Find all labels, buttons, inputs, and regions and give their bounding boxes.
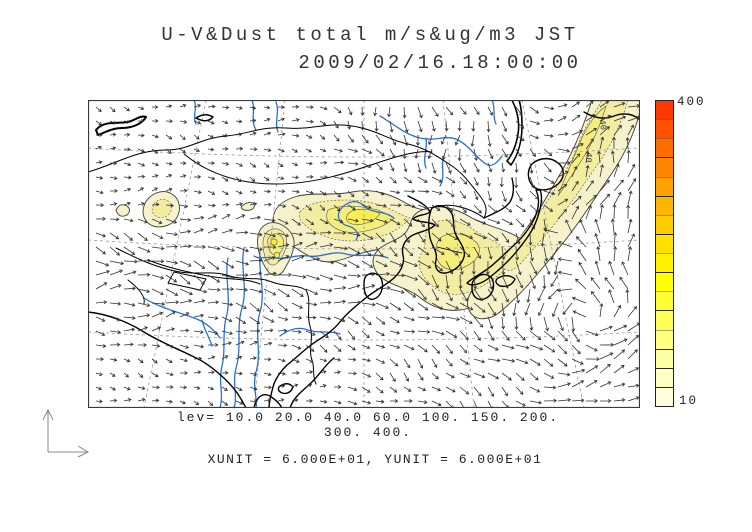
contour-levels-line2: 300. 400. bbox=[323, 425, 413, 440]
wind-vectors bbox=[95, 100, 640, 408]
y-axis-arrow-icon bbox=[42, 408, 54, 452]
wind-arrow-field bbox=[95, 100, 640, 408]
colorbar-max-label: 400 bbox=[677, 95, 706, 109]
colorbar-segment bbox=[656, 233, 673, 253]
colorbar-min-label: 10 bbox=[679, 394, 699, 408]
colorbar-segment bbox=[656, 253, 673, 273]
map-frame bbox=[88, 100, 640, 408]
colorbar-segment bbox=[656, 310, 673, 330]
contour-label-40-lower: 40 bbox=[583, 152, 594, 163]
colorbar bbox=[655, 100, 674, 407]
axis-indicator-arrows bbox=[42, 408, 90, 458]
colorbar-segment bbox=[656, 138, 673, 158]
map-plot: 40 40 bbox=[88, 100, 640, 408]
colorbar-segment bbox=[656, 367, 673, 387]
contour-label-40-upper: 40 bbox=[597, 119, 608, 130]
chart-timestamp: 2009/02/16.18:00:00 bbox=[298, 52, 582, 74]
colorbar-segment bbox=[656, 272, 673, 292]
colorbar-segment bbox=[656, 291, 673, 311]
colorbar-segment bbox=[656, 329, 673, 349]
vector-units-label: XUNIT = 6.000E+01, YUNIT = 6.000E+01 bbox=[207, 452, 543, 467]
colorbar-segment bbox=[656, 195, 673, 215]
colorbar-segment bbox=[656, 157, 673, 177]
colorbar-segment bbox=[656, 386, 673, 406]
chart-title: U-V&Dust total m/s&ug/m3 JST bbox=[161, 24, 579, 46]
coastlines-borders bbox=[88, 100, 640, 408]
colorbar-segment bbox=[656, 214, 673, 234]
colorbar-segment bbox=[656, 101, 673, 120]
colorbar-segment bbox=[656, 176, 673, 196]
x-axis-arrow-icon bbox=[48, 445, 90, 458]
colorbar-segment bbox=[656, 348, 673, 368]
colorbar-segment bbox=[656, 119, 673, 139]
contour-levels-line1: lev= 10.0 20.0 40.0 60.0 100. 150. 200. bbox=[176, 410, 560, 425]
